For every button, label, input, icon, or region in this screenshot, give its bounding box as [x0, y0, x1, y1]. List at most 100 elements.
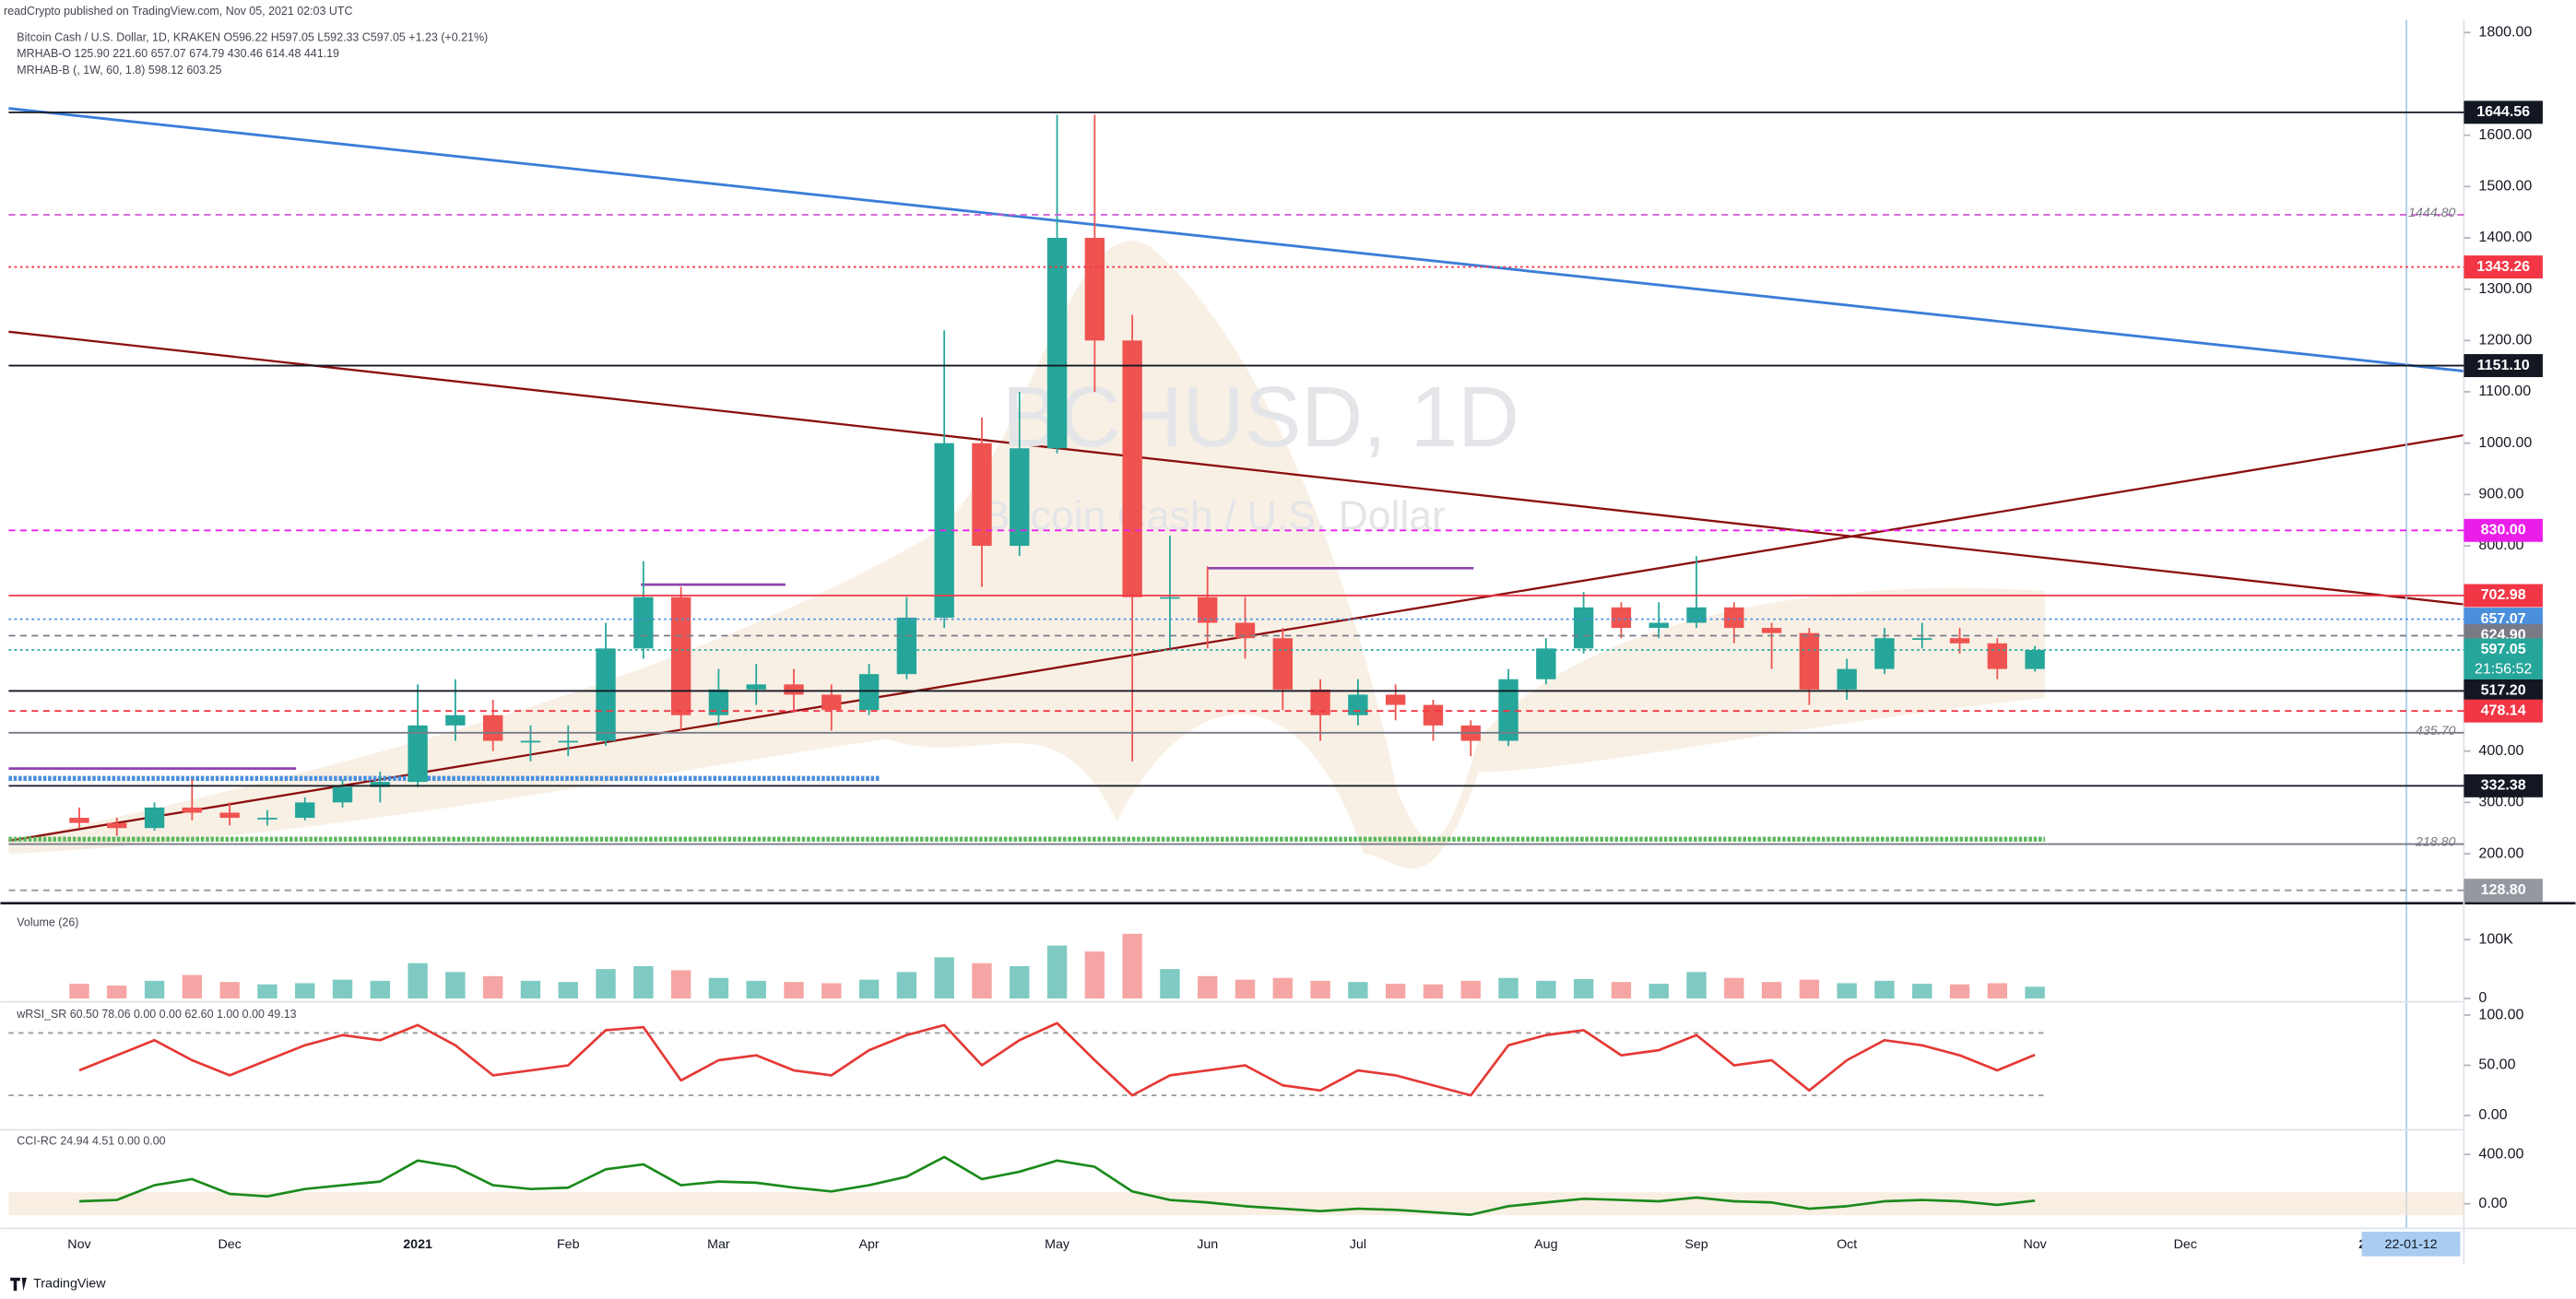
candle-body: [520, 740, 541, 743]
volume-bar: [670, 970, 691, 999]
y-tick-label: 400.00: [2478, 1145, 2523, 1162]
y-tick-label: 1200.00: [2478, 332, 2532, 348]
candle-body: [784, 684, 804, 695]
y-tick-label: 1500.00: [2478, 178, 2532, 195]
symbol-line: Bitcoin Cash / U.S. Dollar, 1D, KRAKEN O…: [17, 30, 488, 43]
volume-bar: [1724, 977, 1744, 999]
candle-body: [558, 740, 578, 743]
candle-body: [69, 818, 89, 823]
candle-body: [1498, 679, 1518, 741]
candle-body: [1198, 596, 1218, 623]
price-badge-label: 332.38: [2481, 777, 2526, 794]
indicator-line: [78, 1021, 2036, 1097]
indicator-line: MRHAB-O 125.90 221.60 657.07 674.79 430.…: [17, 47, 339, 60]
y-tick-label: 100K: [2478, 930, 2513, 947]
candle-body: [1686, 607, 1707, 623]
volume-bar: [972, 962, 992, 999]
candle-body: [1348, 694, 1368, 715]
volume-bar: [445, 972, 466, 999]
volume-bar: [896, 972, 917, 999]
footer-logo: TradingView: [33, 1277, 106, 1292]
price-badge: [2464, 584, 2543, 608]
volume-bar: [1648, 984, 1669, 999]
volume-bar: [1385, 984, 1406, 999]
candle-body: [482, 714, 503, 741]
volume-bar: [708, 977, 729, 999]
candle-body: [746, 684, 766, 690]
candle-body: [972, 443, 992, 547]
candle-body: [1573, 607, 1594, 649]
volume-bar: [1611, 982, 1632, 999]
price-badge: [2464, 100, 2543, 124]
candle-body: [257, 818, 278, 820]
y-tick-label: 0.00: [2478, 1195, 2507, 1211]
candle-body: [708, 689, 729, 715]
volume-bar: [107, 985, 127, 999]
volume-bar: [1272, 977, 1293, 999]
price-badge: [2464, 638, 2543, 681]
price-badge: [2464, 354, 2543, 378]
volume-bar: [295, 983, 315, 999]
x-tick-label: Mar: [707, 1237, 730, 1252]
y-tick-label: 1000.00: [2478, 434, 2532, 451]
x-tick-label: Dec: [218, 1237, 241, 1252]
candle-body: [1235, 622, 1256, 639]
volume-bar: [1423, 984, 1444, 999]
candle-body: [1536, 648, 1556, 679]
candle-body: [408, 725, 428, 783]
volume-bar: [482, 975, 503, 999]
volume-bar: [821, 983, 842, 999]
price-badge: [2464, 255, 2543, 279]
volume-bar: [219, 982, 240, 999]
volume-bar: [1198, 975, 1218, 999]
price-badge-label: 1151.10: [2477, 357, 2530, 373]
candle-body: [1799, 632, 1820, 690]
x-tick-label: Feb: [557, 1237, 580, 1252]
volume-bar: [858, 979, 880, 999]
volume-bar: [408, 962, 428, 999]
x-tick-label: Oct: [1837, 1237, 1857, 1252]
cursor-date: 22-01-12: [2385, 1237, 2438, 1252]
volume-bar: [1310, 980, 1330, 999]
x-tick-label: May: [1045, 1237, 1070, 1252]
y-tick-label: 1300.00: [2478, 280, 2532, 297]
logo-icon: [10, 1277, 27, 1292]
candle-body: [445, 714, 466, 726]
candle-body: [1122, 340, 1142, 597]
candle-body: [370, 782, 390, 787]
volume-bar: [1837, 983, 1857, 999]
candle-body: [896, 617, 917, 675]
candle-body: [1010, 448, 1030, 547]
candle-body: [670, 596, 691, 715]
candle-body: [1272, 638, 1293, 690]
publisher: readCrypto published on TradingView.com,…: [4, 5, 352, 18]
volume-bar: [2025, 986, 2045, 999]
y-tick-label: 1800.00: [2478, 24, 2532, 41]
level-label: 1444.80: [2408, 206, 2456, 220]
volume-bar: [784, 982, 804, 999]
candle-body: [1874, 638, 1895, 669]
volume-bar: [1348, 982, 1368, 999]
candle-body: [182, 807, 203, 813]
cursor-date-badge: [2361, 1231, 2461, 1257]
candle-body: [1385, 694, 1406, 705]
volume-bar: [370, 980, 390, 999]
pane-title: wRSI_SR 60.50 78.06 0.00 0.00 62.60 1.00…: [16, 1008, 296, 1021]
candle-body: [821, 694, 842, 711]
y-tick-label: 0: [2478, 989, 2487, 1006]
price-badge: [2464, 879, 2543, 903]
volume-bar: [1799, 979, 1820, 999]
volume-bar: [520, 980, 541, 999]
price-badge-label: 128.80: [2481, 881, 2526, 898]
y-tick-label: 50.00: [2478, 1057, 2515, 1073]
y-tick-label: 300.00: [2478, 794, 2523, 810]
volume-bar: [633, 965, 654, 999]
y-tick-label: 200.00: [2478, 844, 2523, 861]
volume-bar: [1122, 933, 1142, 999]
volume-bar: [1046, 945, 1068, 999]
candle-body: [1761, 628, 1782, 633]
candle-body: [1648, 622, 1669, 629]
x-tick-label: Apr: [858, 1237, 879, 1252]
volume-bar: [1987, 983, 2008, 999]
candle-body: [332, 786, 353, 803]
